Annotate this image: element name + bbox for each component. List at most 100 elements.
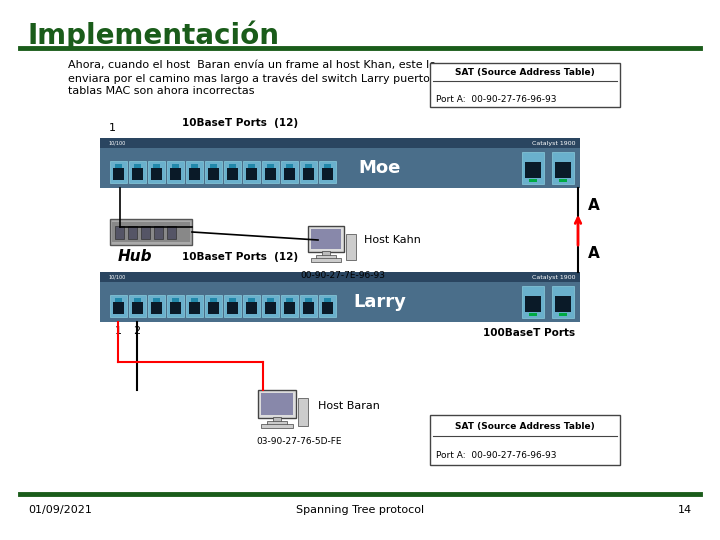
Bar xyxy=(224,295,241,317)
Bar xyxy=(319,161,336,183)
Bar xyxy=(210,164,217,168)
Bar xyxy=(172,164,179,168)
Bar xyxy=(522,286,544,318)
Text: Moe: Moe xyxy=(359,159,401,177)
Bar xyxy=(134,298,141,302)
Bar xyxy=(227,168,238,180)
Text: 10BaseT Ports  (12): 10BaseT Ports (12) xyxy=(182,252,298,262)
Bar xyxy=(186,161,203,183)
Bar xyxy=(113,302,124,314)
Bar xyxy=(153,298,160,302)
Bar xyxy=(243,295,260,317)
Bar xyxy=(134,164,141,168)
Text: A: A xyxy=(588,246,600,261)
Bar xyxy=(286,298,293,302)
Bar xyxy=(148,295,165,317)
Bar xyxy=(311,258,341,262)
Bar xyxy=(205,295,222,317)
Bar xyxy=(284,302,295,314)
Text: Port A:  00-90-27-76-96-93: Port A: 00-90-27-76-96-93 xyxy=(436,94,557,104)
Bar xyxy=(110,295,127,317)
Bar xyxy=(148,161,165,183)
Bar xyxy=(115,164,122,168)
Bar xyxy=(248,164,255,168)
Bar xyxy=(322,251,330,256)
Text: Host Baran: Host Baran xyxy=(318,401,380,411)
Bar xyxy=(210,298,217,302)
Bar xyxy=(110,161,127,183)
Bar xyxy=(265,168,276,180)
Bar xyxy=(529,179,537,182)
Text: 1: 1 xyxy=(114,326,122,336)
Text: 01/09/2021: 01/09/2021 xyxy=(28,505,92,515)
Bar xyxy=(189,302,200,314)
Text: 2: 2 xyxy=(133,326,140,336)
Bar xyxy=(300,295,317,317)
Bar xyxy=(191,164,198,168)
Bar xyxy=(132,168,143,180)
Bar xyxy=(525,296,541,312)
Bar xyxy=(322,168,333,180)
Bar xyxy=(115,226,124,239)
Text: 100BaseT Ports: 100BaseT Ports xyxy=(483,328,575,338)
Bar xyxy=(559,179,567,182)
Bar xyxy=(525,162,541,178)
Bar xyxy=(154,226,163,239)
Bar xyxy=(167,161,184,183)
Text: Implementación: Implementación xyxy=(28,20,280,50)
Bar xyxy=(170,168,181,180)
Text: enviara por el camino mas largo a través del switch Larry puerto A. Las: enviara por el camino mas largo a través… xyxy=(68,73,467,84)
Text: Host Kahn: Host Kahn xyxy=(364,235,421,245)
Bar xyxy=(258,390,296,418)
Bar xyxy=(261,393,293,415)
Bar xyxy=(167,226,176,239)
Bar xyxy=(555,162,571,178)
Text: SAT (Source Address Table): SAT (Source Address Table) xyxy=(455,422,595,430)
Bar xyxy=(311,229,341,249)
Bar xyxy=(167,295,184,317)
Text: 10BaseT Ports  (12): 10BaseT Ports (12) xyxy=(182,118,298,128)
Text: Port A:  00-90-27-76-96-93: Port A: 00-90-27-76-96-93 xyxy=(436,451,557,461)
Bar xyxy=(261,424,293,428)
Bar xyxy=(208,168,219,180)
Bar xyxy=(113,168,124,180)
Bar xyxy=(132,302,143,314)
Bar xyxy=(305,298,312,302)
Text: 10/100: 10/100 xyxy=(108,274,125,280)
Bar xyxy=(267,164,274,168)
Text: 03-90-27-76-5D-FE: 03-90-27-76-5D-FE xyxy=(256,437,341,446)
Text: A: A xyxy=(588,199,600,213)
Text: SAT (Source Address Table): SAT (Source Address Table) xyxy=(455,68,595,77)
Bar xyxy=(319,295,336,317)
Text: tablas MAC son ahora incorrectas: tablas MAC son ahora incorrectas xyxy=(68,86,254,96)
Bar xyxy=(151,168,162,180)
Bar xyxy=(248,298,255,302)
Bar xyxy=(129,161,146,183)
Text: Spanning Tree protocol: Spanning Tree protocol xyxy=(296,505,424,515)
Bar xyxy=(262,161,279,183)
Bar xyxy=(208,302,219,314)
Bar xyxy=(246,302,257,314)
Bar xyxy=(112,222,190,242)
Bar xyxy=(303,168,314,180)
Bar xyxy=(227,302,238,314)
Bar xyxy=(191,298,198,302)
Bar xyxy=(110,219,192,245)
Bar xyxy=(267,421,287,426)
Bar xyxy=(305,164,312,168)
Text: Catalyst 1900: Catalyst 1900 xyxy=(531,140,575,145)
Bar xyxy=(346,234,356,260)
Bar xyxy=(522,152,544,184)
Text: 00-90-27-7E-96-93: 00-90-27-7E-96-93 xyxy=(300,271,385,280)
Bar xyxy=(172,298,179,302)
Bar xyxy=(129,295,146,317)
Bar xyxy=(229,164,236,168)
Bar xyxy=(205,161,222,183)
Bar xyxy=(281,161,298,183)
Bar xyxy=(286,164,293,168)
Bar xyxy=(262,295,279,317)
Bar xyxy=(115,298,122,302)
Bar xyxy=(552,286,574,318)
Bar xyxy=(224,161,241,183)
Text: Catalyst 1900: Catalyst 1900 xyxy=(531,274,575,280)
